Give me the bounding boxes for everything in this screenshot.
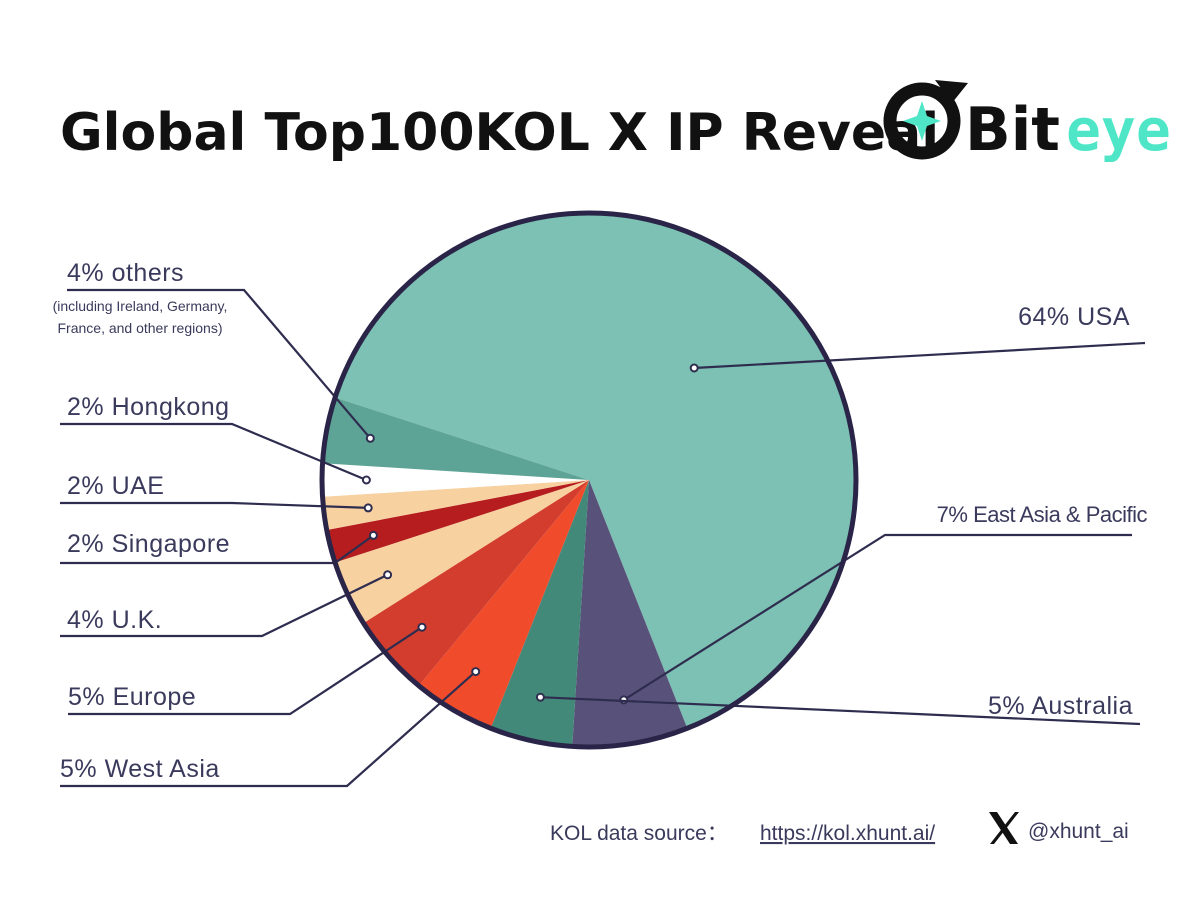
slice-label-uae: 2% UAE bbox=[67, 472, 164, 500]
slice-hongkong bbox=[323, 463, 589, 497]
slice-uae bbox=[324, 480, 589, 530]
source-link[interactable]: https://kol.xhunt.ai/ bbox=[760, 822, 935, 845]
slice-west-asia bbox=[420, 480, 589, 727]
pie-slices bbox=[323, 214, 855, 746]
slice-label-usa: 64% USA bbox=[1018, 303, 1130, 331]
leader-dot-uk bbox=[383, 570, 393, 580]
biteye-logo-icon: Bit eye bbox=[883, 80, 1171, 165]
slice-usa bbox=[336, 214, 855, 727]
slice-singapore bbox=[328, 480, 589, 562]
slice-label-west-asia: 5% West Asia bbox=[60, 755, 220, 783]
slice-label-australia: 5% Australia bbox=[988, 692, 1133, 720]
slice-label-uk: 4% U.K. bbox=[67, 606, 162, 634]
leader-line-australia bbox=[540, 696, 1141, 726]
source-label: KOL data source： bbox=[550, 822, 728, 845]
x-handle[interactable]: @xhunt_ai bbox=[1028, 820, 1129, 843]
leader-dot-europe bbox=[417, 622, 427, 632]
slice-others bbox=[324, 398, 589, 480]
slice-labels: 64% USA 7% East Asia & Pacific 5% Australi… bbox=[53, 259, 1148, 783]
leader-dot-uae bbox=[363, 503, 373, 513]
slice-label-hongkong: 2% Hongkong bbox=[67, 393, 230, 421]
x-logo-icon[interactable] bbox=[989, 812, 1019, 844]
slice-label-east-asia-pacific: 7% East Asia & Pacific bbox=[937, 502, 1148, 527]
leader-dot-others bbox=[365, 433, 375, 443]
leader-line-europe bbox=[68, 626, 423, 716]
leader-dot-australia bbox=[535, 692, 545, 702]
pie-border bbox=[319, 210, 859, 750]
leader-dot-west-asia bbox=[471, 667, 481, 677]
leader-line-west-asia bbox=[60, 670, 477, 788]
leader-dot-singapore bbox=[368, 530, 378, 540]
slice-uk bbox=[336, 480, 589, 622]
leader-line-east-asia-pacific bbox=[623, 533, 1132, 701]
slice-europe bbox=[365, 480, 589, 685]
others-note-line: France, and other regions) bbox=[58, 320, 223, 336]
logo-text: Bit bbox=[965, 95, 1060, 165]
slice-australia bbox=[491, 480, 589, 745]
logo-accent-text: eye bbox=[1066, 96, 1171, 164]
slice-label-others: 4% others bbox=[67, 259, 184, 287]
page-title: Global Top100KOL X IP Reveal bbox=[60, 103, 939, 163]
leader-dot-usa bbox=[689, 363, 699, 373]
slice-label-singapore: 2% Singapore bbox=[67, 530, 230, 558]
leader-line-usa bbox=[694, 341, 1146, 370]
leader-dot-hongkong bbox=[361, 475, 371, 485]
slice-label-europe: 5% Europe bbox=[68, 683, 196, 711]
leader-line-others bbox=[67, 288, 372, 440]
others-note-line: (including Ireland, Germany, bbox=[53, 298, 228, 314]
